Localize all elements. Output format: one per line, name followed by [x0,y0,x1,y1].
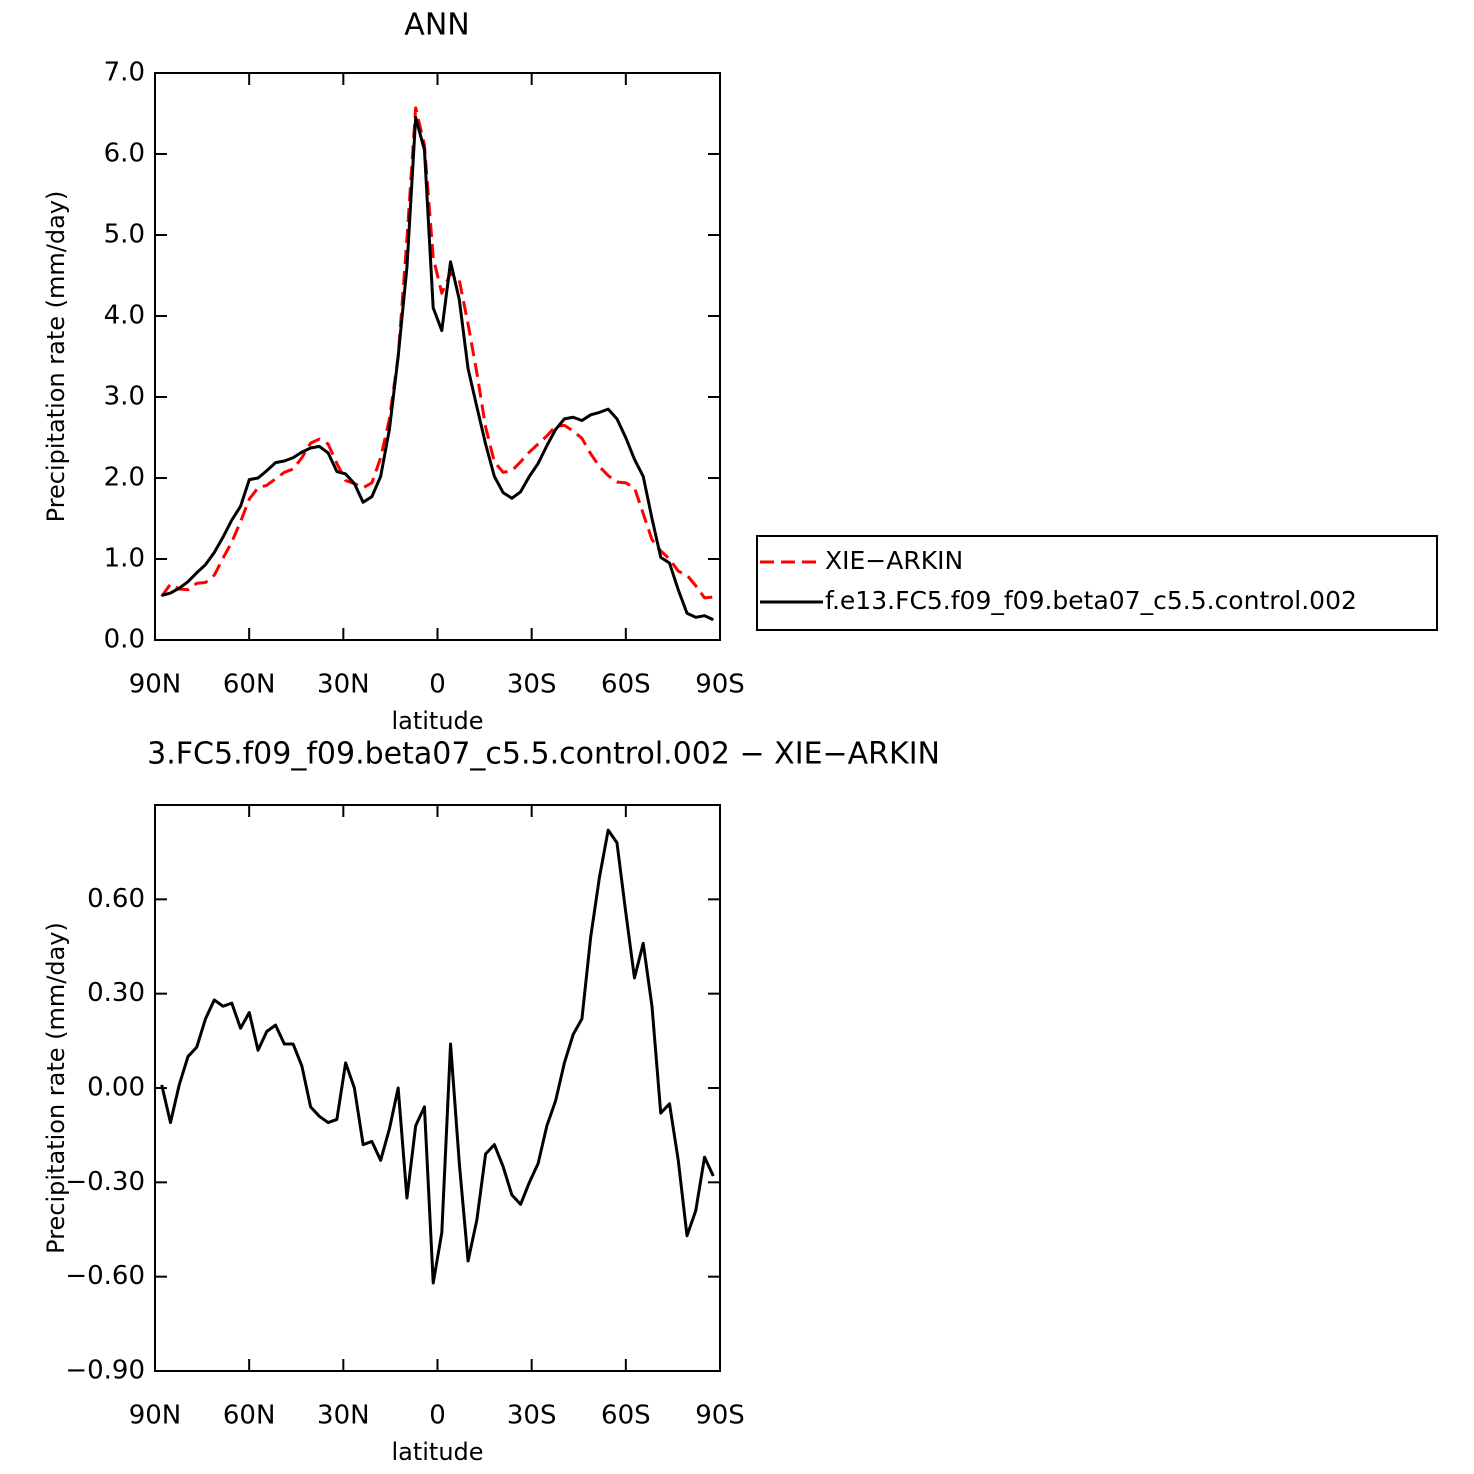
x-tick-label: 60N [223,1401,276,1431]
y-tick-label: 0.00 [87,1073,145,1103]
legend-label: XIE−ARKIN [825,546,963,575]
x-tick-label: 60S [601,1401,651,1431]
y-axis-label: Precipitation rate (mm/day) [42,922,70,1254]
legend-label: f.e13.FC5.f09_f09.beta07_c5.5.control.00… [825,586,1357,615]
y-tick-label: −0.30 [65,1167,145,1197]
y-tick-label: −0.90 [65,1356,145,1386]
y-tick-label: 0.60 [87,884,145,914]
x-tick-label: 30N [317,1401,370,1431]
y-tick-label: 6.0 [104,139,145,169]
plot-frame [154,804,721,1372]
data-line [160,106,714,600]
y-tick-label: −0.60 [65,1261,145,1291]
y-tick-label: 4.0 [104,301,145,331]
x-tick-label: 30N [317,670,370,700]
y-tick-label: 7.0 [104,58,145,88]
x-tick-label: 30S [507,670,557,700]
y-tick-label: 5.0 [104,220,145,250]
plot-frame [154,72,721,641]
y-tick-label: 3.0 [104,382,145,412]
x-tick-label: 90N [129,1401,182,1431]
legend-box [756,535,1438,631]
x-tick-label: 30S [507,1401,557,1431]
x-tick-label: 60S [601,670,651,700]
data-line [161,116,714,622]
x-tick-label: 90S [695,1401,745,1431]
x-tick-label: 90S [695,670,745,700]
y-tick-label: 0.30 [87,978,145,1008]
y-axis-label: Precipitation rate (mm/day) [42,191,70,523]
chart-title: 3.FC5.f09_f09.beta07_c5.5.control.002 − … [147,737,940,772]
x-tick-label: 0 [429,1401,446,1431]
x-tick-label: 60N [223,670,276,700]
y-tick-label: 0.0 [104,625,145,655]
y-tick-label: 2.0 [104,463,145,493]
x-axis-label: latitude [391,707,483,735]
y-tick-label: 1.0 [104,544,145,574]
x-axis-label: latitude [391,1438,483,1466]
x-tick-label: 90N [129,670,182,700]
data-line [160,828,715,1285]
x-tick-label: 0 [429,670,446,700]
chart-title: ANN [404,8,469,43]
